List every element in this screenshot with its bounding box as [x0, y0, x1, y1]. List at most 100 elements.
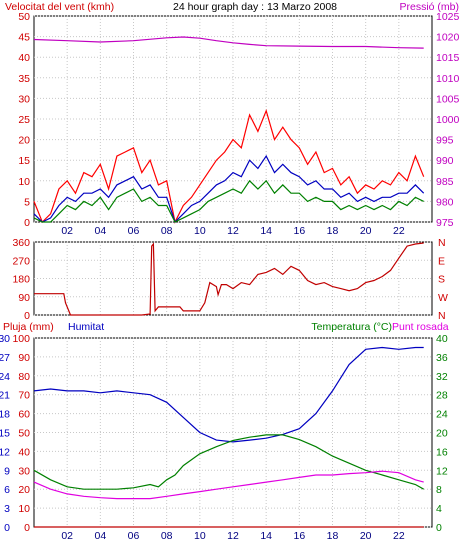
panel1-right-tick-label: 1025 [436, 11, 460, 23]
panel1-left-tick-label: 15 [18, 155, 30, 167]
panel1-x-tick-label: 16 [293, 225, 305, 237]
panel1-x-tick-label: 04 [94, 225, 106, 237]
panel1-right-tick-label: 1005 [436, 93, 460, 105]
panel1-right-tick-label: 995 [436, 135, 454, 147]
panel1-x-tick-label: 14 [260, 225, 272, 237]
panel1-series-2 [33, 108, 425, 224]
panel3-left-tick-label: 10 [18, 503, 30, 515]
panel1-x-tick-label: 08 [161, 225, 173, 237]
panel2-direction-label: N [438, 310, 446, 322]
panel1-right-tick-label: 1000 [436, 114, 460, 126]
panel3-x-tick-label: 02 [61, 530, 73, 542]
panel3-x-tick-label: 20 [360, 530, 372, 542]
panel1-right-tick-label: 1010 [436, 73, 460, 85]
panel2-series-1 [34, 242, 424, 316]
panel1-left-tick-label: 35 [18, 73, 30, 85]
panel3-right-tick-label: 0 [436, 522, 442, 534]
panel3-left-tick-label: 100 [12, 333, 30, 345]
panel2-left-tick-label: 90 [18, 292, 30, 304]
panel3-left-tick-label-2: 9 [4, 465, 10, 477]
panel1-left-tick-label: 20 [18, 135, 30, 147]
panel3-left-tick-label: 30 [18, 465, 30, 477]
panel2-direction-label: W [438, 292, 448, 304]
panel2-left-tick-label: 360 [12, 237, 30, 249]
panel1-series-1 [33, 36, 424, 49]
panel3-x-tick-label: 14 [260, 530, 272, 542]
panel1-left-axis-label: Velocitat del vent (kmh) [5, 1, 114, 13]
panel3-x-tick-label: 04 [94, 530, 106, 542]
panel2-direction-label: E [438, 255, 445, 267]
panel3-right-tick-label: 36 [436, 352, 448, 364]
panel1-right-axis-label: Pressió (mb) [399, 1, 459, 13]
panel3-left-tick-label: 0 [24, 522, 30, 534]
panel3-right-tick-label: 40 [436, 333, 448, 345]
panel3-left-tick-label: 60 [18, 409, 30, 421]
panel3-series-2 [33, 434, 424, 490]
panel3-series-1 [33, 346, 424, 443]
panel2-left-tick-label: 180 [12, 274, 30, 286]
panel3-right-tick-label: 4 [436, 503, 442, 515]
panel1-x-tick-label: 18 [327, 225, 339, 237]
panel3-x-tick-label: 16 [293, 530, 305, 542]
panel3-x-tick-label: 10 [194, 530, 206, 542]
panel3-right-tick-label: 32 [436, 371, 448, 383]
panel2-direction-label: S [438, 274, 445, 286]
panel3-left-tick-label: 20 [18, 484, 30, 496]
panel3-left-tick-label-2: 12 [0, 446, 10, 458]
panel1-right-tick-label: 980 [436, 196, 454, 208]
panel3-right-axis-label-dewpoint: Punt rosada [392, 321, 449, 333]
panel1-series-3 [33, 154, 425, 224]
panel3-left-tick-label-2: 18 [0, 409, 10, 421]
panel3-series-3 [33, 470, 424, 500]
panel3-right-tick-label: 12 [436, 465, 448, 477]
panel1-x-tick-label: 12 [227, 225, 239, 237]
panel3-x-tick-label: 08 [161, 530, 173, 542]
panel3-x-tick-label: 18 [327, 530, 339, 542]
panel2-left-tick-label: 0 [24, 310, 30, 322]
panel3-right-tick-label: 24 [436, 409, 448, 421]
panel1-left-tick-label: 5 [24, 196, 30, 208]
panel3-left-axis-label: Pluja (mm) [3, 321, 54, 333]
panel1-x-tick-label: 06 [128, 225, 140, 237]
panel1-series-4 [33, 179, 424, 223]
panel3-x-tick-label: 12 [227, 530, 239, 542]
panel1-title: 24 hour graph day : 13 Marzo 2008 [173, 1, 337, 13]
panel1-right-tick-label: 990 [436, 155, 454, 167]
panel2-direction-label: N [438, 237, 446, 249]
panel1-left-tick-label: 50 [18, 11, 30, 23]
panel3-left-tick-label-2: 21 [0, 390, 10, 402]
panel2-left-tick-label: 270 [12, 255, 30, 267]
panel3-left-tick-label: 90 [18, 352, 30, 364]
panel3-right-tick-label: 16 [436, 446, 448, 458]
panel1-left-tick-label: 0 [24, 217, 30, 229]
panel3-right-tick-label: 8 [436, 484, 442, 496]
panel1-right-tick-label: 985 [436, 176, 454, 188]
panel3-left-tick-label-2: 15 [0, 428, 10, 440]
panel3-x-tick-label: 06 [128, 530, 140, 542]
panel3-left-tick-label-2: 0 [4, 522, 10, 534]
panel3-left-tick-label-2: 24 [0, 371, 10, 383]
panel1-right-tick-label: 1015 [436, 52, 460, 64]
panel1-right-tick-label: 975 [436, 217, 454, 229]
panel3-left-tick-label: 40 [18, 446, 30, 458]
panel3-left-tick-label-2: 6 [4, 484, 10, 496]
panel1-x-tick-label: 10 [194, 225, 206, 237]
panel1-left-tick-label: 25 [18, 114, 30, 126]
panel3-left-tick-label: 70 [18, 390, 30, 402]
panel3-right-tick-label: 28 [436, 390, 448, 402]
panel1-left-tick-label: 40 [18, 52, 30, 64]
panel3-x-tick-label: 22 [393, 530, 405, 542]
panel3-left-tick-label: 50 [18, 428, 30, 440]
panel3-left-tick-label-2: 30 [0, 333, 10, 345]
panel1-left-tick-label: 30 [18, 93, 30, 105]
panel3-right-tick-label: 20 [436, 428, 448, 440]
panel1-left-tick-label: 10 [18, 176, 30, 188]
panel1-x-tick-label: 02 [61, 225, 73, 237]
panel3-left-tick-label-2: 3 [4, 503, 10, 515]
panel3-left-tick-label-2: 27 [0, 352, 10, 364]
panel3-left-tick-label: 80 [18, 371, 30, 383]
panel1-x-tick-label: 22 [393, 225, 405, 237]
panel1-right-tick-label: 1020 [436, 32, 460, 44]
panel1-x-tick-label: 20 [360, 225, 372, 237]
